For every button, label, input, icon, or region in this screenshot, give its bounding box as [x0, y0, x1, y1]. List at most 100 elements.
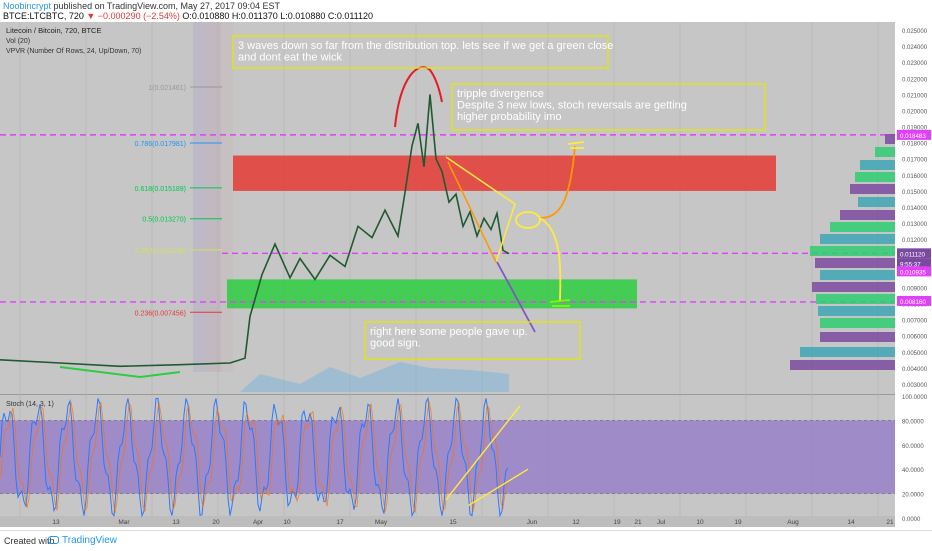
- legend-stoch: Stoch (14, 3, 1): [6, 401, 54, 408]
- fib-level-label: 0.382(0.011336): [135, 248, 186, 255]
- legend-vol: Vol (20): [6, 38, 30, 45]
- price-tick-label: 0.025000: [902, 29, 928, 35]
- arrow-down-purple: [496, 261, 536, 333]
- time-tick-label: 10: [283, 519, 291, 526]
- price-chart[interactable]: 1(0.021461) 0.786(0.017981) 0.618(0.015189…: [0, 22, 932, 527]
- shaded-range: [193, 22, 221, 372]
- created-with: Created with: [4, 536, 55, 546]
- time-tick-label: 14: [847, 519, 855, 526]
- fib-level-label: 1(0.021461): [148, 85, 186, 92]
- support-zone: [227, 279, 637, 309]
- volume-area: [240, 362, 509, 392]
- price-tick-label: 0.003000: [902, 383, 928, 389]
- note-top-line: 3 waves down so far from the distributio…: [238, 40, 613, 52]
- time-tick-label: 21: [634, 519, 642, 526]
- chart-header: Noobincrypt published on TradingView.com…: [0, 0, 932, 21]
- time-tick-label: 15: [449, 519, 457, 526]
- circle-marker: [515, 211, 541, 229]
- legend-vpvr: VPVR (Number Of Rows, 24, Up/Down, 70): [6, 48, 141, 55]
- price-tick-label: 0.012000: [902, 238, 928, 244]
- time-tick-label: Aug: [787, 519, 799, 526]
- time-tick-label: Mar: [118, 519, 130, 526]
- volume-profile-bar: [818, 306, 895, 316]
- ohlc-values: O:0.010880 H:0.011370 L:0.010880 C:0.011…: [182, 11, 374, 21]
- note-bottom-line: right here some people gave up.: [370, 326, 528, 338]
- publish-info: published on TradingView.com, May 27, 20…: [53, 1, 281, 11]
- price-tick-label: 0.019000: [902, 126, 928, 132]
- badge-last: 0.011120: [900, 251, 925, 258]
- price-tick-label: 0.009000: [902, 286, 928, 292]
- badge-countdown: 9:55:37: [900, 261, 921, 268]
- footer: Created with TradingView: [0, 530, 932, 551]
- time-tick-label: 17: [336, 519, 344, 526]
- volume-profile-bar: [812, 282, 895, 292]
- pane-divider: [0, 394, 895, 395]
- volume-profile-bar: [830, 222, 895, 232]
- volume-profile-bar: [850, 184, 895, 194]
- fib-level-label: 0.786(0.017981): [135, 141, 186, 148]
- volume-profile-bar: [875, 147, 895, 157]
- note-right-line: Despite 3 new lows, stoch reversals are …: [457, 100, 687, 112]
- time-tick-label: 20: [212, 519, 220, 526]
- volume-profile-bar: [815, 258, 895, 268]
- time-tick-label: Apr: [253, 519, 264, 526]
- volume-profile-bar: [855, 172, 895, 182]
- time-axis-bg: [0, 516, 895, 527]
- time-tick-label: Jun: [527, 519, 538, 526]
- green-baseline: [59, 366, 181, 379]
- shaded-range-2: [205, 22, 233, 372]
- badge-lower-bg: [897, 295, 931, 306]
- time-tick-label: May: [375, 519, 388, 526]
- price-series-line: [0, 94, 510, 368]
- symbol-line: BTCE:LTCBTC, 720 ▼ −0.000290 (−2.54%) O:…: [3, 11, 373, 21]
- projection-up: [539, 145, 576, 219]
- stoch-tick-label: 40.0000: [902, 468, 924, 474]
- badge-vwap: 0.010935: [900, 269, 926, 276]
- stoch-divergence-upper: [445, 405, 521, 501]
- note-bottom-line: good sign.: [370, 338, 421, 350]
- stoch-divergence-lower: [467, 468, 529, 507]
- volume-profile-bar: [816, 294, 895, 304]
- time-tick-label: 13: [172, 519, 180, 526]
- badge-countdown-bg: [897, 258, 931, 269]
- note-top-line: and dont eat the wick: [238, 52, 342, 64]
- volume-profile-bar: [790, 360, 895, 370]
- note-right-line: tripple divergence: [457, 88, 544, 100]
- projection-down: [539, 217, 562, 303]
- price-tick-label: 0.005000: [902, 351, 928, 357]
- price-change: ▼ −0.000290 (−2.54%): [86, 11, 180, 21]
- time-tick-label: 19: [613, 519, 621, 526]
- price-tick-label: 0.016000: [902, 174, 928, 180]
- time-tick-label: 13: [52, 519, 60, 526]
- legend-title: Litecoin / Bitcoin, 720, BTCE: [6, 26, 101, 35]
- price-tick-label: 0.024000: [902, 45, 928, 51]
- resistance-zone: [233, 155, 776, 191]
- price-tick-label: 0.023000: [902, 61, 928, 67]
- time-tick-label: 19: [734, 519, 742, 526]
- target-mark-down: [549, 299, 571, 307]
- price-tick-label: 0.021000: [902, 93, 928, 99]
- price-tick-label: 0.022000: [902, 77, 928, 83]
- price-tick-label: 0.017000: [902, 158, 928, 164]
- note-right-frame: [451, 83, 766, 131]
- author-link[interactable]: Noobincrypt: [3, 1, 52, 11]
- volume-profile-bar: [858, 197, 895, 207]
- badge-vwap-bg: [897, 266, 931, 277]
- top-arc-drawing: [394, 66, 443, 128]
- note-bottom-frame: [364, 321, 581, 360]
- stoch-tick-label: 20.0000: [902, 493, 924, 499]
- price-tick-label: 0.013000: [902, 222, 928, 228]
- stoch-tick-label: 80.0000: [902, 419, 924, 425]
- time-tick-label: 10: [696, 519, 704, 526]
- badge-upper-bg: [897, 129, 931, 140]
- volume-profile-bar: [820, 270, 895, 280]
- time-tick-label: 21: [886, 519, 894, 526]
- wedge-line-orange: [447, 161, 497, 263]
- note-right-line: higher probability imo: [457, 111, 562, 123]
- badge-upper: 0.018483: [900, 133, 926, 140]
- note-top: 3 waves down so far from the distributio…: [232, 35, 613, 69]
- tradingview-logo-icon: [48, 536, 59, 544]
- price-tick-label: 0.006000: [902, 335, 928, 341]
- tradingview-link[interactable]: TradingView: [62, 535, 118, 546]
